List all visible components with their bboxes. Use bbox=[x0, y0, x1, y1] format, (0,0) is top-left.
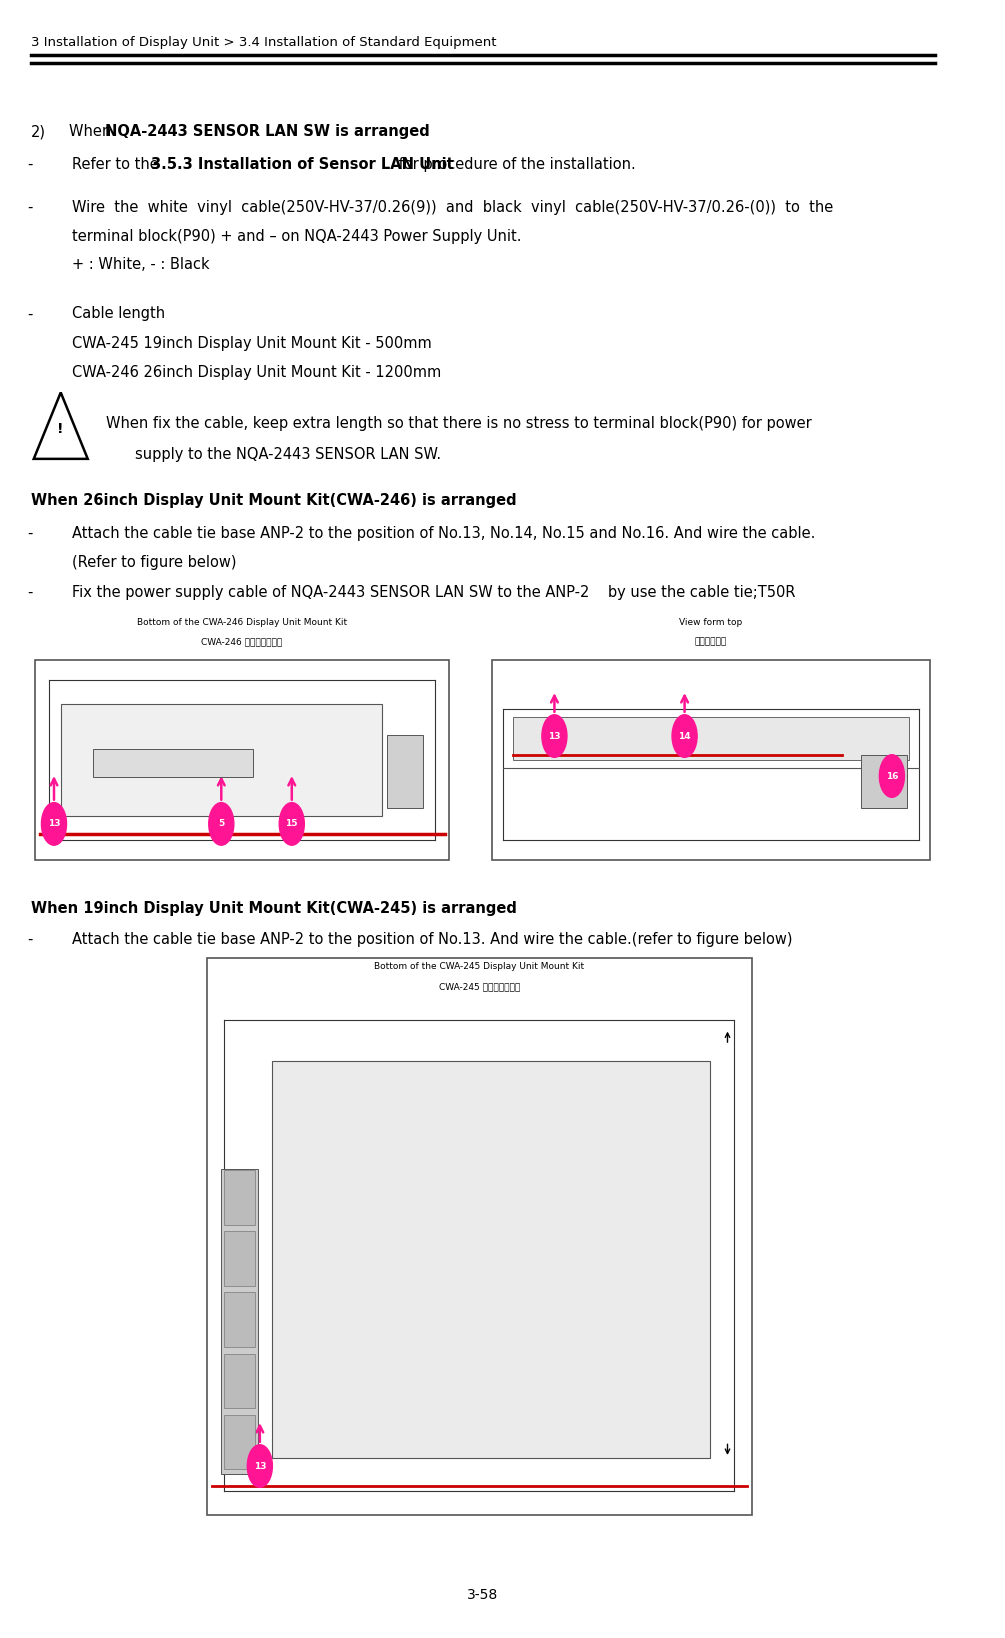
Text: 13: 13 bbox=[548, 732, 561, 740]
Circle shape bbox=[672, 714, 697, 757]
Text: 16: 16 bbox=[885, 771, 898, 781]
Circle shape bbox=[247, 1445, 272, 1487]
Text: When fix the cable, keep extra length so that there is no stress to terminal blo: When fix the cable, keep extra length so… bbox=[107, 416, 812, 431]
Text: -: - bbox=[27, 526, 32, 541]
Circle shape bbox=[209, 803, 234, 845]
Bar bbox=[272, 1061, 711, 1458]
Text: When 26inch Display Unit Mount Kit(CWA-246) is arranged: When 26inch Display Unit Mount Kit(CWA-2… bbox=[31, 493, 517, 508]
Text: When: When bbox=[69, 124, 117, 139]
Text: 2): 2) bbox=[31, 124, 46, 139]
Text: Bottom of the CWA-245 Display Unit Mount Kit: Bottom of the CWA-245 Display Unit Mount… bbox=[374, 962, 584, 970]
Text: CWA-246 26inch Display Unit Mount Kit - 1200mm: CWA-246 26inch Display Unit Mount Kit - … bbox=[72, 365, 441, 380]
Bar bbox=[861, 755, 908, 808]
Text: Cable length: Cable length bbox=[72, 306, 166, 321]
Bar bbox=[224, 1292, 255, 1346]
Text: 15: 15 bbox=[285, 819, 298, 829]
Text: -: - bbox=[27, 306, 32, 321]
Text: for procedure of the installation.: for procedure of the installation. bbox=[394, 157, 636, 172]
Circle shape bbox=[279, 803, 305, 845]
Text: supply to the NQA-2443 SENSOR LAN SW.: supply to the NQA-2443 SENSOR LAN SW. bbox=[135, 447, 441, 462]
Text: -: - bbox=[27, 932, 32, 947]
Bar bbox=[224, 1232, 255, 1286]
FancyBboxPatch shape bbox=[35, 660, 449, 860]
Text: NQA-2443 SENSOR LAN SW is arranged: NQA-2443 SENSOR LAN SW is arranged bbox=[106, 124, 430, 139]
Text: 3 Installation of Display Unit > 3.4 Installation of Standard Equipment: 3 Installation of Display Unit > 3.4 Ins… bbox=[31, 36, 496, 49]
Text: When 19inch Display Unit Mount Kit(CWA-245) is arranged: When 19inch Display Unit Mount Kit(CWA-2… bbox=[31, 901, 517, 916]
Text: CWA-246 自立架台　底部: CWA-246 自立架台 底部 bbox=[201, 637, 282, 645]
FancyBboxPatch shape bbox=[207, 958, 752, 1515]
Text: Attach the cable tie base ANP-2 to the position of No.13. And wire the cable.(re: Attach the cable tie base ANP-2 to the p… bbox=[72, 932, 793, 947]
Bar bbox=[92, 749, 253, 776]
Bar bbox=[224, 1170, 255, 1225]
Circle shape bbox=[41, 803, 66, 845]
Text: Refer to the: Refer to the bbox=[72, 157, 164, 172]
Bar bbox=[387, 735, 423, 808]
Circle shape bbox=[542, 714, 567, 757]
Text: Attach the cable tie base ANP-2 to the position of No.13, No.14, No.15 and No.16: Attach the cable tie base ANP-2 to the p… bbox=[72, 526, 816, 541]
Text: CWA-245 自立架台　底部: CWA-245 自立架台 底部 bbox=[438, 983, 520, 991]
Text: CWA-245 19inch Display Unit Mount Kit - 500mm: CWA-245 19inch Display Unit Mount Kit - … bbox=[72, 336, 432, 351]
Bar bbox=[224, 1353, 255, 1409]
Circle shape bbox=[879, 755, 904, 798]
Text: 14: 14 bbox=[678, 732, 690, 740]
Bar bbox=[224, 1415, 255, 1469]
Text: terminal block(P90) + and – on NQA-2443 Power Supply Unit.: terminal block(P90) + and – on NQA-2443 … bbox=[72, 229, 522, 244]
FancyBboxPatch shape bbox=[491, 660, 931, 860]
Text: -: - bbox=[27, 200, 32, 215]
Text: 3.5.3 Installation of Sensor LAN Unit: 3.5.3 Installation of Sensor LAN Unit bbox=[152, 157, 454, 172]
Text: (Refer to figure below): (Refer to figure below) bbox=[72, 555, 237, 570]
Text: 13: 13 bbox=[48, 819, 60, 829]
Text: !: ! bbox=[57, 423, 64, 436]
Text: + : White, - : Black: + : White, - : Black bbox=[72, 257, 210, 272]
Text: 5: 5 bbox=[218, 819, 224, 829]
Text: -: - bbox=[27, 585, 32, 600]
Text: -: - bbox=[27, 157, 32, 172]
Text: View form top: View form top bbox=[679, 618, 743, 626]
Text: 13: 13 bbox=[253, 1461, 266, 1471]
Bar bbox=[221, 1168, 258, 1474]
Text: Fix the power supply cable of NQA-2443 SENSOR LAN SW to the ANP-2    by use the : Fix the power supply cable of NQA-2443 S… bbox=[72, 585, 796, 600]
Bar bbox=[60, 704, 382, 816]
Text: Bottom of the CWA-246 Display Unit Mount Kit: Bottom of the CWA-246 Display Unit Mount… bbox=[137, 618, 347, 626]
Text: 3-58: 3-58 bbox=[466, 1587, 497, 1602]
Text: Wire  the  white  vinyl  cable(250V-HV-37/0.26(9))  and  black  vinyl  cable(250: Wire the white vinyl cable(250V-HV-37/0.… bbox=[72, 200, 833, 215]
Text: 上から見た図: 上から見た図 bbox=[695, 637, 728, 645]
Bar bbox=[513, 717, 910, 760]
